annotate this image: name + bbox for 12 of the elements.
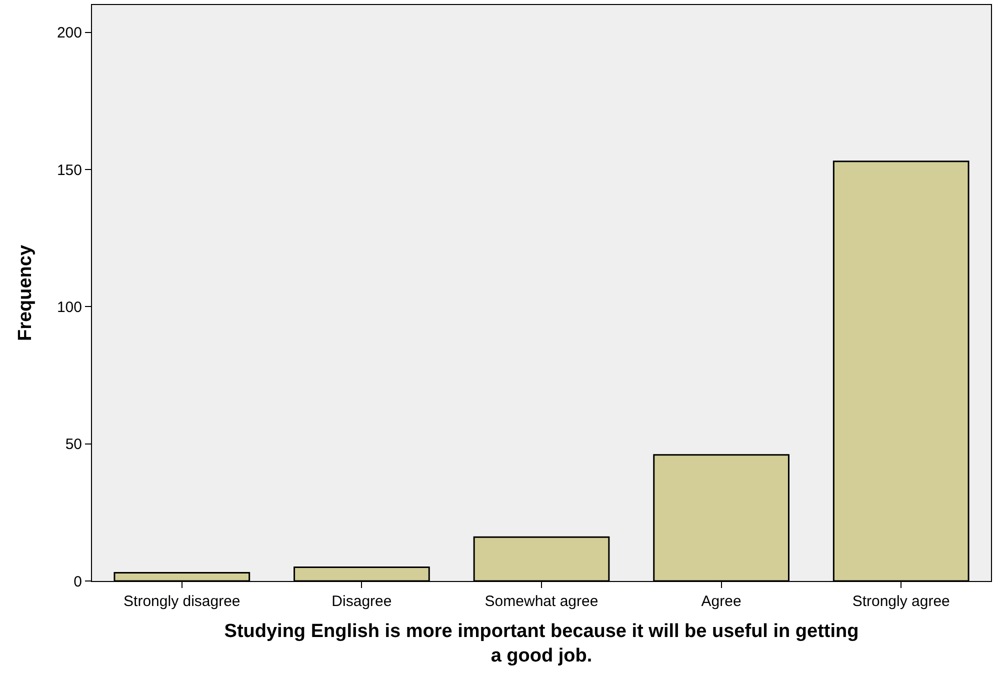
y-tick-label: 150 xyxy=(56,162,82,179)
x-tick-label: Strongly agree xyxy=(852,593,950,610)
x-tick-label: Disagree xyxy=(332,593,392,610)
y-tick-label: 100 xyxy=(56,298,82,316)
y-tick-label: 0 xyxy=(74,573,82,590)
x-axis-title: Studying English is more important because it will be useful in getting a good job. xyxy=(224,620,859,666)
x-tick-label: Agree xyxy=(701,593,742,610)
y-tick-label: 50 xyxy=(65,436,82,454)
y-axis-title: Frequency xyxy=(14,244,36,342)
y-tick-label: 200 xyxy=(56,24,82,42)
x-tick-label: Somewhat agree xyxy=(484,593,598,610)
x-tick-label: Strongly disagree xyxy=(124,593,240,610)
